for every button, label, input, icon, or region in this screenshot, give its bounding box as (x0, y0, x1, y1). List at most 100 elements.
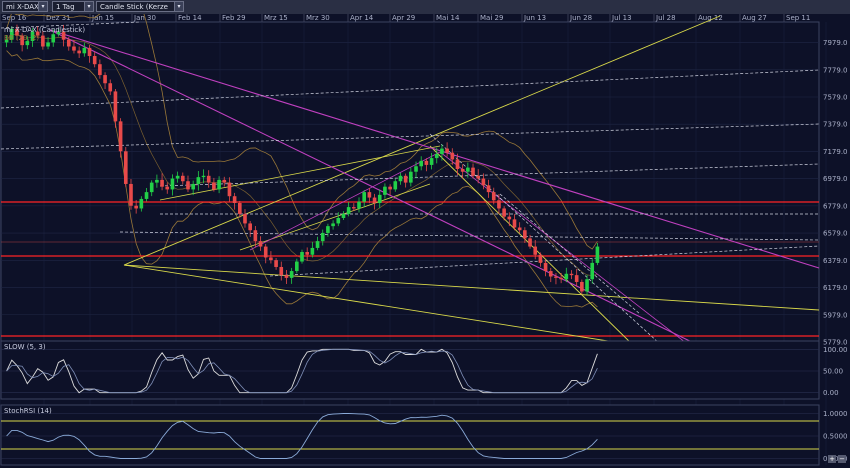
zoom-in-button[interactable]: + (828, 455, 836, 463)
candle-body (274, 260, 278, 267)
period-dropdown-icon[interactable]: ▾ (84, 1, 94, 12)
candle-body (118, 121, 123, 152)
candle-body (310, 247, 315, 255)
candle-body (92, 56, 97, 65)
candle-body (476, 175, 481, 179)
candle-body (580, 281, 584, 292)
stoch-tick-label: 100.00 (823, 346, 848, 354)
candle-body (160, 179, 164, 187)
chart-style-select[interactable]: Candle Stick (Kerze (96, 1, 182, 12)
stoch-d-line (6, 348, 598, 394)
y-tick-label: 6779.0 (823, 202, 848, 210)
dashed-line-5 (119, 231, 820, 241)
x-tick-label: Jun 13 (523, 14, 546, 22)
dashed-line-8 (499, 193, 641, 315)
candle-body (481, 178, 486, 186)
x-tick-label: Feb 14 (178, 14, 202, 22)
candle-body (445, 148, 449, 153)
candle-body (149, 182, 154, 193)
dashed-line-1 (0, 69, 820, 109)
x-tick-label: Mai 14 (436, 14, 460, 22)
main-legend-bb: BB (20, 2) (4, 34, 39, 42)
x-tick-label: Jan 15 (91, 14, 114, 22)
candle-body (528, 238, 532, 247)
candle-body (414, 166, 418, 172)
candle-body (569, 273, 574, 276)
x-tick-label: Sep 16 (2, 14, 27, 22)
candle-body (590, 262, 595, 280)
candle-body (517, 227, 522, 231)
trend-yellow-steep (429, 145, 635, 347)
candle-body (98, 64, 102, 76)
chart-canvas[interactable]: Sep 16 Dez 31 Jan 15 Jan 30 Feb 14 Feb 29 Mrz … (0, 14, 850, 468)
main-legend-title: mi X-DAX (Candlestick) (4, 26, 85, 34)
candle-body (305, 252, 309, 255)
candle-body (300, 252, 304, 262)
candle-body (222, 179, 227, 183)
candle-body (196, 177, 201, 184)
candle-body (87, 47, 92, 57)
price-axis: 7979.0 7779.0 7579.0 7379.0 7179.0 6979.0 6779… (823, 39, 848, 346)
candle-body (434, 154, 439, 159)
candle-body (440, 148, 444, 155)
candle-body (237, 203, 242, 214)
dashed-line-6 (269, 245, 820, 277)
candle-body (279, 266, 284, 276)
candle-body (455, 159, 460, 169)
candle-body (326, 226, 330, 233)
y-tick-label: 7179.0 (823, 148, 848, 156)
candle-body (543, 262, 548, 272)
candle-body (341, 213, 346, 218)
zoom-out-button[interactable]: − (838, 455, 846, 463)
y-tick-label: 7379.0 (823, 121, 848, 129)
x-tick-label: Jul 28 (655, 14, 676, 22)
x-tick-label: Sep 11 (786, 14, 810, 22)
stoch-axis: 100.00 50.00 0.00 (823, 346, 848, 397)
candle-body (471, 167, 475, 176)
candle-body (554, 276, 558, 278)
x-tick-label: Mai 29 (480, 14, 503, 22)
candle-body (403, 175, 408, 183)
x-tick-label: Jan 30 (133, 14, 156, 22)
candle-body (258, 241, 263, 247)
x-tick-label: Apr 14 (350, 14, 374, 22)
candle-body (72, 46, 76, 51)
candle-body (35, 31, 40, 36)
x-axis: Sep 16 Dez 31 Jan 15 Jan 30 Feb 14 Feb 29 Mrz … (0, 14, 810, 22)
candle-body (56, 31, 61, 35)
candle-body (175, 175, 180, 179)
stochrsi-tick-label: 0.5000 (823, 433, 848, 441)
x-tick-label: Dez 31 (46, 14, 71, 22)
candle-body (419, 160, 424, 167)
candle-body (46, 42, 50, 47)
candle-body (393, 181, 398, 190)
candle-body (367, 192, 372, 198)
candle-body (232, 196, 237, 204)
candle-body (574, 275, 579, 282)
candle-body (372, 197, 377, 204)
stochrsi-title: StochRSI (14) (4, 407, 52, 415)
candle-body (336, 217, 341, 224)
style-dropdown-icon[interactable]: ▾ (174, 1, 184, 12)
chart-background (0, 14, 850, 468)
y-tick-label: 5979.0 (823, 311, 848, 319)
y-tick-label: 6179.0 (823, 284, 848, 292)
stoch-title: SLOW (5, 3) (4, 343, 46, 351)
trend-magenta-1 (49, 29, 820, 269)
candle-body (409, 171, 413, 183)
stoch-panel-frame (0, 340, 820, 400)
candle-body (20, 35, 24, 46)
candle-body (113, 91, 118, 122)
candle-body (497, 200, 501, 209)
candle-body (201, 175, 206, 178)
candle-body (533, 246, 538, 255)
candle-body (139, 198, 144, 209)
candle-body (108, 83, 113, 92)
candle-body (466, 167, 470, 172)
candle-body (227, 182, 232, 197)
candle-body (388, 186, 392, 190)
candle-body (66, 39, 71, 47)
candlestick-series (4, 24, 600, 295)
symbol-dropdown-icon[interactable]: ▾ (38, 1, 48, 12)
candle-body (269, 257, 273, 261)
